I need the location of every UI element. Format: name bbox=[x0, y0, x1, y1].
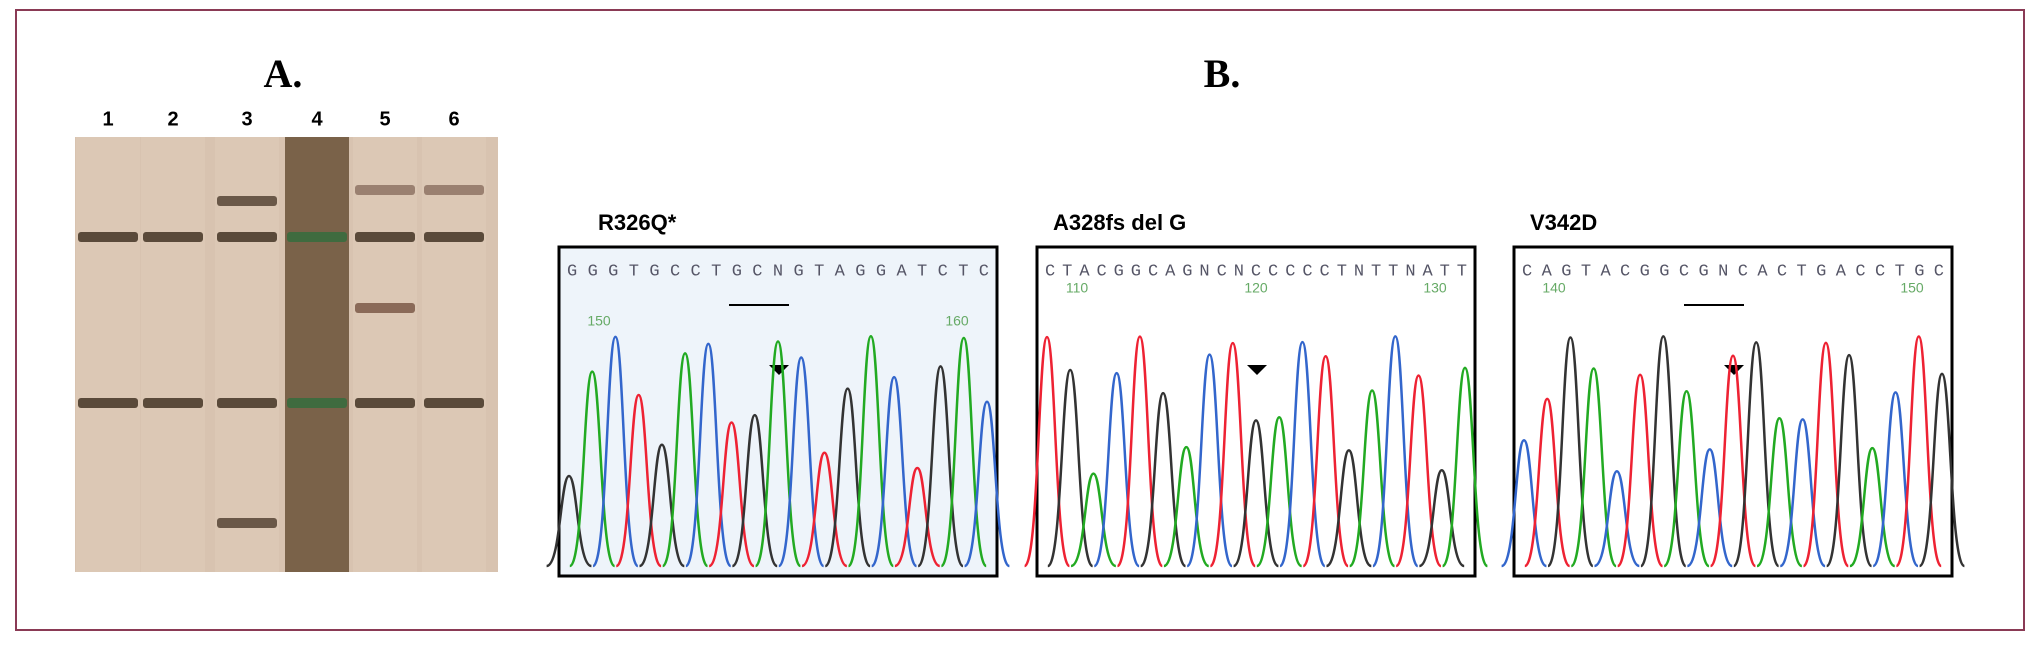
trace-peak bbox=[1232, 419, 1280, 568]
base-position: 140 bbox=[1542, 280, 1566, 296]
sequence: GGGTGCCTGCNGTAGGATCTC bbox=[567, 262, 989, 281]
gel-band bbox=[287, 398, 347, 408]
trace-peak bbox=[661, 352, 709, 568]
lane-label: 1 bbox=[102, 108, 113, 130]
gel-band bbox=[217, 232, 277, 242]
gel-band bbox=[424, 398, 484, 408]
chromatogram-title: A328fs del G bbox=[1053, 210, 1186, 235]
gel-band bbox=[217, 196, 277, 206]
trace-peak bbox=[1686, 448, 1733, 568]
trace-peak bbox=[1023, 335, 1071, 568]
trace-peak bbox=[754, 340, 802, 568]
trace-peak bbox=[1163, 445, 1210, 568]
trace-peak bbox=[1348, 389, 1396, 568]
gel-lane bbox=[141, 137, 205, 572]
base-position: 120 bbox=[1244, 280, 1268, 296]
trace-peak bbox=[1779, 418, 1827, 568]
trace-peak bbox=[1871, 391, 1920, 568]
chromatogram-title: V342D bbox=[1530, 210, 1597, 235]
gel-band bbox=[78, 232, 138, 242]
gel-band bbox=[143, 232, 203, 242]
trace-peak bbox=[707, 421, 756, 568]
trace-peak bbox=[1325, 449, 1372, 568]
base-position: 130 bbox=[1423, 280, 1447, 296]
trace-peak bbox=[1802, 341, 1850, 568]
gel-band bbox=[355, 398, 415, 408]
trace-peak bbox=[1418, 469, 1465, 568]
gel-band bbox=[143, 398, 203, 408]
trace-peak bbox=[1755, 416, 1804, 568]
trace-peak bbox=[1070, 472, 1117, 568]
trace-peak bbox=[1918, 372, 1966, 568]
gel-band bbox=[355, 185, 415, 195]
gel-lane bbox=[285, 137, 349, 572]
trace-peak bbox=[1616, 373, 1664, 568]
chromatogram-frame bbox=[557, 245, 999, 578]
gel-band bbox=[355, 303, 415, 313]
gel-band bbox=[287, 232, 347, 242]
trace-peak bbox=[847, 334, 895, 568]
trace-peak bbox=[1593, 470, 1640, 568]
trace-peak bbox=[963, 400, 1011, 568]
trace-peak bbox=[1523, 397, 1571, 568]
gel-lane bbox=[422, 137, 486, 572]
gel-band bbox=[78, 398, 138, 408]
gel-image: 1 2 3 4 5 6 bbox=[75, 108, 498, 572]
chromatograms: R326Q* GGGTGCCTGCNGTAGGATCTC 150 160 A328fs … bbox=[545, 210, 1966, 578]
trace-peak bbox=[1278, 340, 1327, 568]
base-position: 110 bbox=[1066, 280, 1089, 296]
lane-label: 3 bbox=[241, 108, 252, 130]
lane-label: 2 bbox=[167, 108, 178, 130]
panel-a-label: A. bbox=[264, 51, 303, 96]
lane-label: 5 bbox=[379, 108, 390, 130]
trace-peak bbox=[1371, 335, 1419, 568]
base-position: 150 bbox=[587, 313, 611, 329]
gel-band bbox=[217, 518, 277, 528]
gel-lane bbox=[353, 137, 417, 572]
trace-peak bbox=[1709, 354, 1757, 568]
trace-peak bbox=[1546, 336, 1595, 568]
base-position: 150 bbox=[1900, 280, 1924, 296]
base-position: 160 bbox=[945, 313, 969, 329]
lane-label: 4 bbox=[311, 108, 323, 130]
trace-peak bbox=[568, 370, 616, 568]
gel-lane bbox=[76, 137, 140, 572]
gel-band bbox=[424, 185, 484, 195]
trace-peak bbox=[1185, 353, 1234, 568]
sequence: CTACGGCAGNCNCCCCCTNTTNATT bbox=[1045, 262, 1467, 281]
chromatogram-title: R326Q* bbox=[598, 210, 677, 235]
trace-peak bbox=[545, 474, 593, 568]
trace-peak bbox=[801, 451, 848, 568]
trace-peak bbox=[824, 387, 872, 568]
trace-peak bbox=[1849, 446, 1896, 568]
gel-band bbox=[424, 232, 484, 242]
gel-lane bbox=[215, 137, 279, 572]
gel-band bbox=[217, 398, 277, 408]
trace-peak bbox=[731, 413, 779, 568]
trace-peak bbox=[1441, 366, 1489, 568]
trace-peak bbox=[894, 466, 941, 568]
gel-band bbox=[355, 232, 415, 242]
lane-label: 6 bbox=[448, 108, 459, 130]
trace-peak bbox=[1255, 416, 1303, 568]
panel-b-label: B. bbox=[1204, 51, 1241, 96]
arrowhead bbox=[1247, 365, 1267, 375]
trace-peak bbox=[1093, 371, 1141, 568]
trace-peak bbox=[916, 365, 965, 568]
trace-peak bbox=[1500, 438, 1548, 568]
trace-peak bbox=[638, 443, 685, 568]
trace-peak bbox=[1895, 335, 1943, 568]
